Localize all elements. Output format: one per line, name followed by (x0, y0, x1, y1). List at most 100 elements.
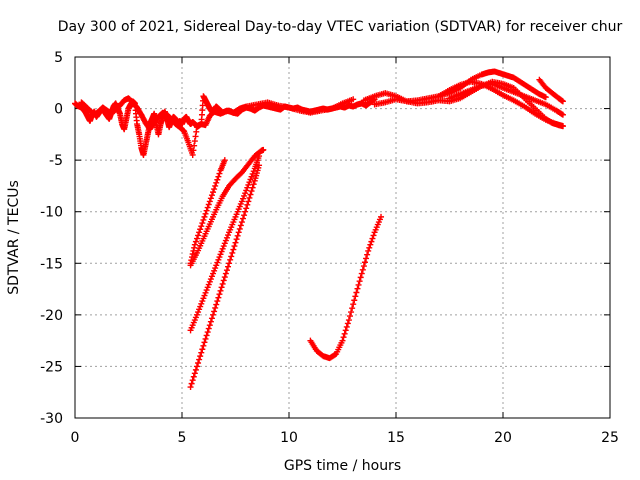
series-arc-2 (78, 95, 357, 158)
grid-lines (75, 57, 610, 418)
data-point (367, 241, 374, 248)
data-point (220, 277, 227, 284)
data-point (203, 287, 210, 294)
data-point (349, 305, 356, 312)
data-point (195, 232, 202, 239)
data-point (195, 309, 202, 316)
data-point (243, 187, 250, 194)
data-point (222, 270, 229, 277)
series-arc-6 (435, 78, 566, 130)
data-point (353, 289, 360, 296)
y-tick-label: 5 (54, 50, 63, 66)
data-point (232, 239, 239, 246)
data-point (216, 291, 223, 298)
data-point (559, 123, 566, 130)
data-point (358, 270, 365, 277)
data-point (246, 194, 253, 201)
data-point (221, 157, 228, 164)
data-point (189, 251, 196, 258)
series-arc-1 (72, 93, 378, 158)
data-point (542, 94, 549, 101)
y-tick-label: 0 (54, 102, 63, 118)
data-point (360, 263, 367, 270)
data-point (195, 359, 202, 366)
data-point (228, 253, 235, 260)
data-point (212, 304, 219, 311)
data-point (208, 192, 215, 199)
data-point (198, 349, 205, 356)
data-point (250, 181, 257, 188)
data-point (229, 249, 236, 256)
data-point (214, 259, 221, 266)
data-point (364, 251, 371, 258)
data-point (193, 311, 200, 318)
data-point (191, 142, 198, 149)
y-tick-label: -25 (40, 359, 63, 375)
data-point (197, 226, 204, 233)
data-point (193, 235, 200, 242)
x-tick-label: 25 (601, 430, 619, 446)
data-point (203, 207, 210, 214)
data-point (206, 198, 213, 205)
data-point (343, 323, 350, 330)
data-point (346, 313, 353, 320)
data-point (191, 370, 198, 377)
data-point (211, 267, 218, 274)
data-points (72, 68, 566, 391)
data-point (248, 188, 255, 195)
data-point (357, 274, 364, 281)
data-point (191, 241, 198, 248)
data-point (235, 229, 242, 236)
data-point (352, 293, 359, 300)
y-tick-label: -10 (40, 205, 63, 221)
data-point (244, 201, 251, 208)
data-point (370, 232, 377, 239)
data-point (378, 213, 385, 220)
data-point (238, 198, 245, 205)
y-tick-label: -5 (49, 153, 63, 169)
data-point (199, 346, 206, 353)
data-point (223, 234, 230, 241)
data-point (196, 306, 203, 313)
data-point (192, 366, 199, 373)
x-tick-label: 20 (494, 430, 512, 446)
data-point (190, 147, 197, 154)
data-point (188, 380, 195, 387)
x-tick-label: 10 (280, 430, 298, 446)
data-point (201, 339, 208, 346)
data-point (199, 220, 206, 227)
data-point (215, 294, 222, 301)
data-point (215, 173, 222, 180)
data-point (216, 254, 223, 261)
data-point (356, 278, 363, 285)
data-point (197, 353, 204, 360)
data-point (207, 276, 214, 283)
data-point (342, 327, 349, 334)
y-tick-label: -15 (40, 256, 63, 272)
data-point (211, 308, 218, 315)
data-point (241, 212, 248, 219)
data-point (192, 133, 199, 140)
data-point (190, 247, 197, 254)
data-point (204, 329, 211, 336)
data-point (368, 238, 375, 245)
data-point (239, 215, 246, 222)
data-point (363, 255, 370, 262)
y-axis-label: SDTVAR / TECUs (6, 180, 22, 295)
data-point (198, 300, 205, 307)
data-point (243, 205, 250, 212)
data-point (226, 260, 233, 267)
data-point (350, 301, 357, 308)
data-point (339, 337, 346, 344)
x-tick-label: 5 (178, 430, 187, 446)
data-point (210, 270, 217, 277)
data-point (211, 186, 218, 193)
data-point (239, 195, 246, 202)
y-tick-label: -30 (40, 411, 63, 427)
data-point (206, 322, 213, 329)
data-point (354, 285, 361, 292)
data-point (214, 176, 221, 183)
series-arc-8 (187, 146, 267, 269)
data-point (256, 162, 263, 169)
data-point (242, 190, 249, 197)
